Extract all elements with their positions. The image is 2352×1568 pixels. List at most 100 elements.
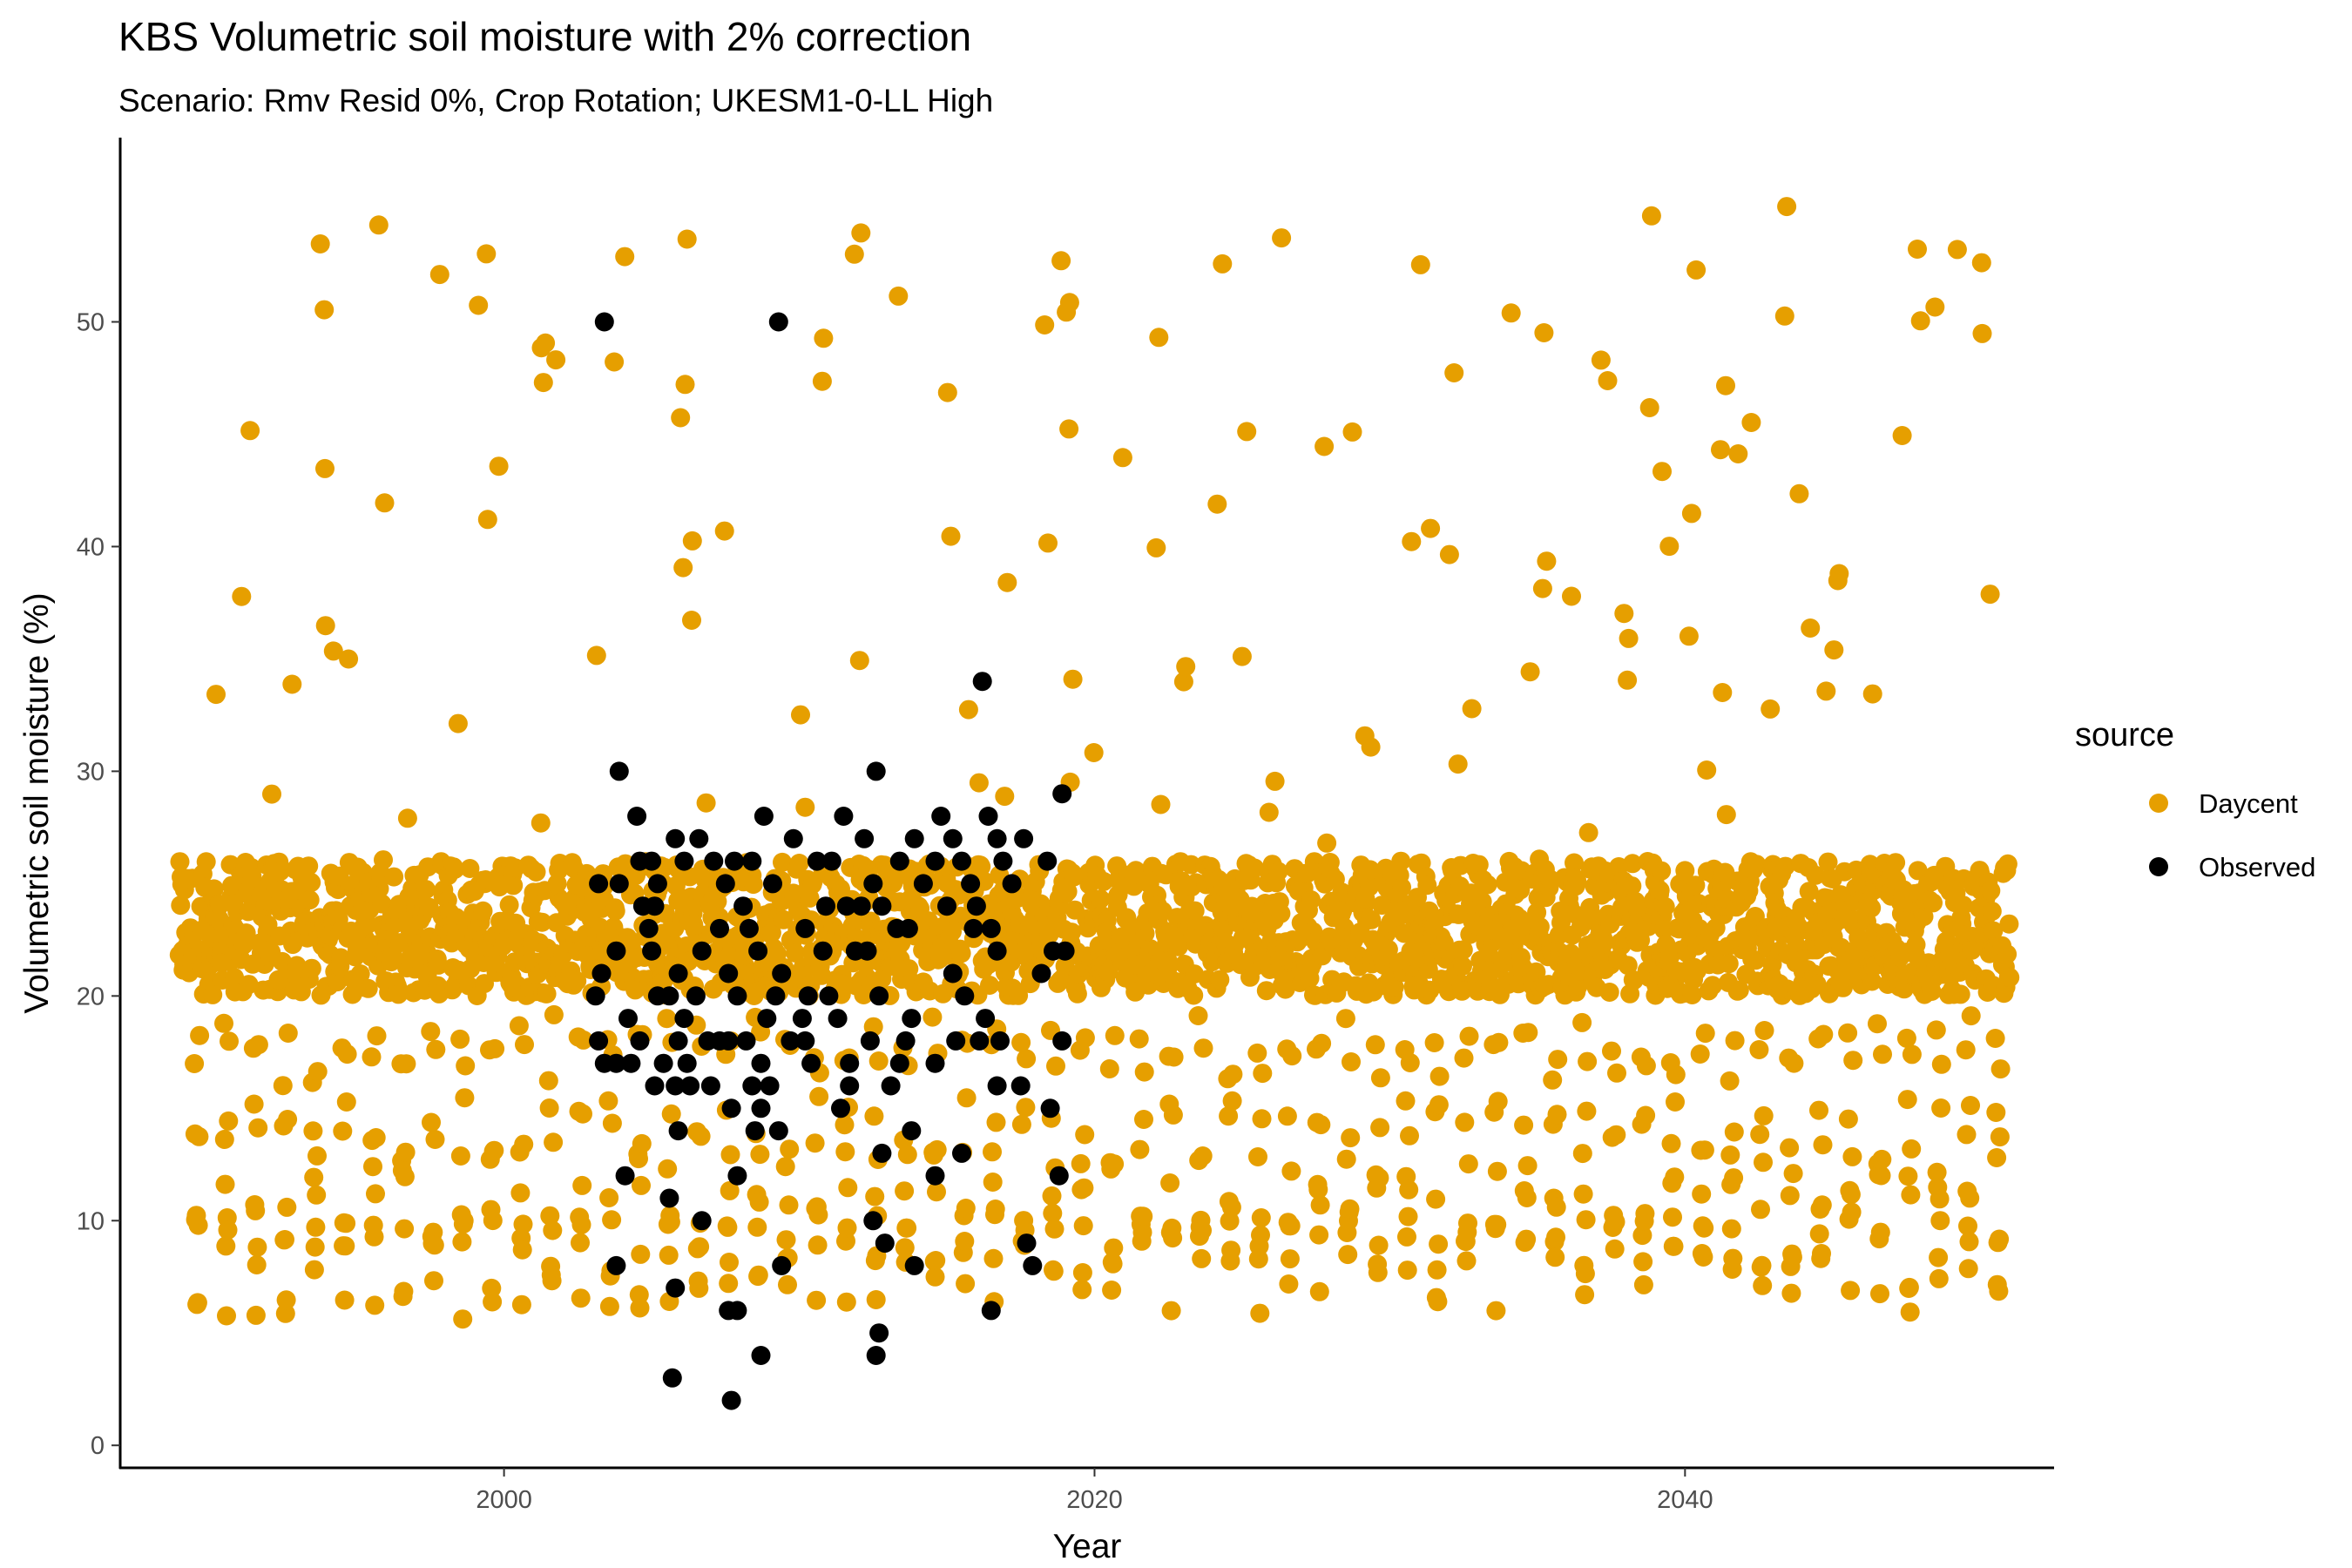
daycent-point <box>1661 1133 1681 1153</box>
daycent-point <box>1872 1149 1892 1169</box>
daycent-point <box>1663 1207 1682 1227</box>
daycent-point <box>1518 1023 1538 1043</box>
daycent-point <box>395 1142 416 1162</box>
observed-point <box>925 851 945 871</box>
daycent-point <box>1459 1026 1479 1046</box>
daycent-point <box>1720 1071 1740 1091</box>
daycent-point <box>1838 1109 1858 1129</box>
daycent-point <box>1419 901 1439 921</box>
observed-point <box>751 1098 771 1119</box>
observed-point <box>834 807 854 826</box>
daycent-point <box>571 1233 590 1253</box>
daycent-point <box>1444 363 1464 382</box>
observed-point <box>1052 1031 1072 1051</box>
daycent-point <box>1639 398 1659 417</box>
daycent-point <box>632 1133 652 1153</box>
observed-point <box>781 1031 801 1051</box>
daycent-point <box>426 1039 446 1059</box>
daycent-point <box>1410 254 1430 274</box>
daycent-point <box>357 915 377 935</box>
observed-point <box>739 918 759 938</box>
daycent-point <box>837 1218 857 1238</box>
daycent-point <box>1210 970 1230 990</box>
daycent-point <box>206 685 226 705</box>
daycent-point <box>1961 1006 1981 1026</box>
daycent-point <box>1908 861 1928 881</box>
daycent-point <box>691 1126 711 1146</box>
daycent-point <box>394 1281 414 1301</box>
daycent-point <box>1084 743 1104 762</box>
daycent-point <box>1046 1056 1065 1076</box>
daycent-point <box>1193 1038 1213 1058</box>
daycent-point <box>1618 956 1638 976</box>
daycent-point <box>1315 436 1335 456</box>
daycent-point <box>747 1217 767 1237</box>
daycent-point <box>482 1278 502 1298</box>
daycent-point <box>1923 893 1943 913</box>
daycent-point <box>1129 1029 1149 1049</box>
daycent-point <box>1572 1144 1592 1164</box>
observed-point <box>715 874 735 894</box>
daycent-point <box>1781 1283 1801 1303</box>
daycent-point <box>1841 1185 1861 1205</box>
daycent-point <box>1591 350 1611 370</box>
daycent-point <box>1789 483 1809 504</box>
y-tick-label: 20 <box>77 983 105 1010</box>
legend-title: source <box>2075 717 2174 754</box>
daycent-point <box>301 873 321 893</box>
observed-point <box>757 1009 777 1029</box>
daycent-point <box>278 1024 298 1043</box>
daycent-point <box>866 1290 886 1309</box>
daycent-point <box>1713 683 1733 702</box>
observed-point <box>653 1053 673 1073</box>
daycent-point <box>1711 440 1730 460</box>
daycent-point <box>1641 206 1661 226</box>
daycent-point <box>1526 962 1546 982</box>
observed-point <box>795 918 815 938</box>
daycent-point <box>1619 628 1639 648</box>
daycent-point <box>925 1267 945 1287</box>
observed-point <box>946 1031 966 1051</box>
observed-point <box>872 1143 892 1163</box>
daycent-point <box>1421 518 1441 538</box>
daycent-point <box>526 862 546 882</box>
daycent-point <box>1997 854 2017 874</box>
daycent-point <box>749 1192 769 1212</box>
daycent-point <box>364 1227 384 1247</box>
daycent-point <box>336 1213 356 1233</box>
daycent-point <box>452 1232 472 1252</box>
daycent-point <box>1686 875 1706 896</box>
daycent-point <box>1636 1105 1656 1125</box>
daycent-point <box>835 1142 855 1162</box>
y-tick-label: 10 <box>77 1207 105 1235</box>
daycent-point <box>1112 448 1132 468</box>
daycent-point <box>1163 1228 1183 1248</box>
daycent-point <box>335 1290 355 1310</box>
daycent-point <box>1575 1285 1595 1305</box>
daycent-point <box>748 1265 768 1285</box>
daycent-point <box>1577 1101 1597 1121</box>
observed-point <box>645 896 665 916</box>
daycent-point <box>1514 1115 1534 1135</box>
observed-point <box>733 896 754 916</box>
daycent-point <box>1370 1068 1390 1088</box>
daycent-point <box>1378 939 1398 959</box>
daycent-point <box>1400 1053 1420 1072</box>
daycent-point <box>339 649 359 669</box>
daycent-point <box>1862 971 1882 991</box>
daycent-point <box>791 705 810 725</box>
daycent-point <box>1632 1226 1652 1246</box>
daycent-point <box>1149 328 1169 348</box>
daycent-point <box>2000 968 2020 988</box>
daycent-point <box>1016 1098 1036 1118</box>
daycent-point <box>775 1157 795 1177</box>
daycent-point <box>675 375 695 395</box>
daycent-point <box>336 1092 356 1112</box>
daycent-point <box>1132 1222 1152 1242</box>
observed-point <box>1002 874 1022 894</box>
daycent-point <box>1896 1028 1916 1048</box>
observed-point <box>889 1053 909 1073</box>
observed-point <box>609 874 629 894</box>
daycent-point <box>1527 902 1547 923</box>
daycent-point <box>1402 531 1422 551</box>
